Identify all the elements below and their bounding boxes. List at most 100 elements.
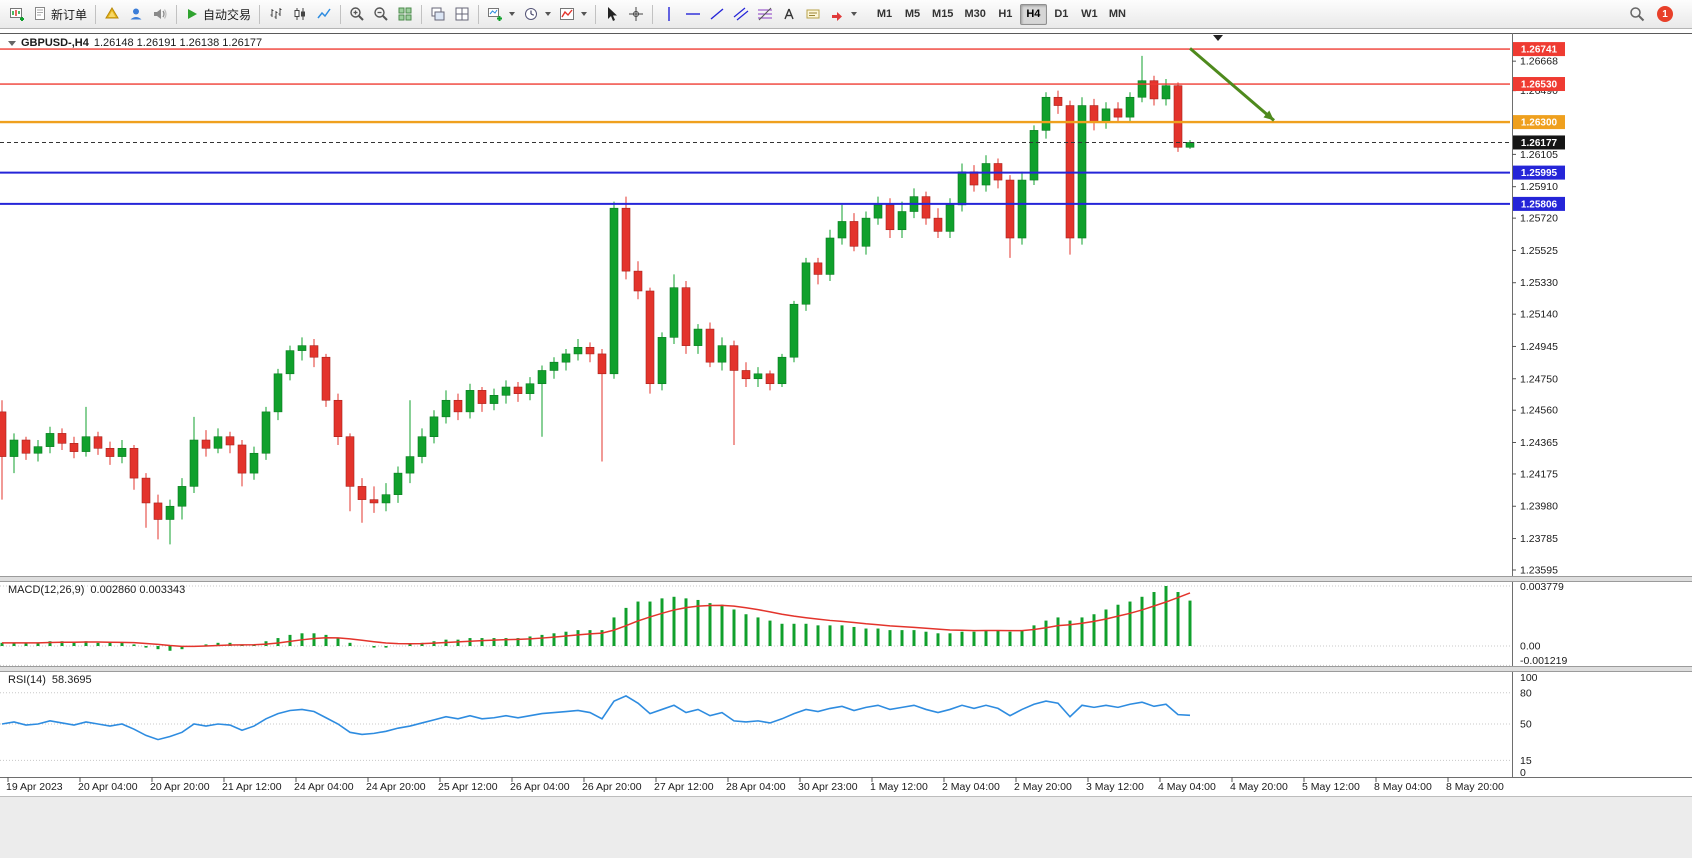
chart-background — [0, 29, 1692, 858]
tf-button-h4[interactable]: H4 — [1019, 3, 1047, 25]
svg-text:1.25140: 1.25140 — [1520, 309, 1558, 321]
svg-text:8 May 20:00: 8 May 20:00 — [1446, 781, 1504, 793]
chart-shift-marker[interactable] — [1213, 35, 1223, 41]
line-chart-button[interactable] — [312, 3, 336, 26]
arrange-windows-button[interactable] — [450, 3, 474, 26]
macd-indicator-label: MACD(12,26,9) 0.002860 0.003343 — [8, 584, 185, 596]
zoom-out-icon — [374, 7, 388, 21]
svg-text:2 May 04:00: 2 May 04:00 — [942, 781, 1000, 793]
svg-text:1.24365: 1.24365 — [1520, 437, 1558, 449]
autotrading-button[interactable]: 自动交易 — [181, 3, 255, 26]
trendline-icon — [710, 8, 724, 20]
cascade-windows-button[interactable] — [426, 3, 450, 26]
vertical-line-button[interactable] — [657, 3, 681, 26]
candlestick-chart-button[interactable] — [288, 3, 312, 26]
svg-text:20 Apr 04:00: 20 Apr 04:00 — [78, 781, 138, 793]
new-chart-icon — [10, 8, 24, 21]
shapes-dropdown[interactable] — [825, 3, 861, 26]
candlestick-chart-icon — [294, 8, 306, 20]
new-chart-dropdown[interactable] — [483, 3, 519, 26]
tile-windows-button[interactable] — [393, 3, 417, 26]
periods-dropdown[interactable] — [519, 3, 555, 26]
macd-name: MACD(12,26,9) — [8, 584, 85, 596]
cursor-icon — [608, 7, 618, 21]
svg-text:8 May 04:00: 8 May 04:00 — [1374, 781, 1432, 793]
svg-text:1.25525: 1.25525 — [1520, 245, 1558, 257]
tf-button-d1[interactable]: D1 — [1054, 8, 1069, 20]
cursor-button[interactable] — [600, 3, 624, 26]
metaeditor-icon — [105, 7, 119, 19]
new-chart-button[interactable] — [5, 3, 29, 26]
svg-text:1.26668: 1.26668 — [1520, 56, 1558, 68]
svg-text:25 Apr 12:00: 25 Apr 12:00 — [438, 781, 498, 793]
search-button[interactable] — [1625, 3, 1649, 26]
svg-text:30 Apr 23:00: 30 Apr 23:00 — [798, 781, 858, 793]
trendline-button[interactable] — [705, 3, 729, 26]
toolbar-separator — [176, 4, 178, 24]
one-click-trading-arrow[interactable] — [8, 40, 16, 46]
channel-button[interactable] — [729, 3, 753, 26]
bar-chart-button[interactable] — [264, 3, 288, 26]
trend-arrow-annotation[interactable] — [1189, 47, 1275, 122]
templates-dropdown[interactable] — [555, 3, 591, 26]
metaeditor-button[interactable] — [100, 3, 124, 26]
alerts-button[interactable] — [148, 3, 172, 26]
svg-text:1.23785: 1.23785 — [1520, 533, 1558, 545]
tf-button-m1[interactable]: M1 — [876, 8, 893, 20]
svg-text:26 Apr 20:00: 26 Apr 20:00 — [582, 781, 642, 793]
svg-text:3 May 12:00: 3 May 12:00 — [1086, 781, 1144, 793]
text-icon — [784, 8, 794, 20]
text-button[interactable] — [777, 3, 801, 26]
arrange-windows-icon — [455, 7, 469, 21]
price-level-box — [1513, 165, 1565, 180]
tf-button-m5[interactable]: M5 — [904, 8, 921, 20]
tf-button-w1[interactable]: W1 — [1081, 8, 1098, 20]
tf-button-mn[interactable]: MN — [1108, 8, 1126, 20]
clock-icon — [525, 8, 538, 20]
zoom-in-button[interactable] — [345, 3, 369, 26]
tf-button-m15[interactable]: M15 — [932, 8, 954, 20]
text-label-button[interactable] — [801, 3, 825, 26]
fibonacci-button[interactable] — [753, 3, 777, 26]
new-order-icon — [35, 7, 45, 20]
svg-text:2 May 20:00: 2 May 20:00 — [1014, 781, 1072, 793]
rsi-value: 58.3695 — [51, 674, 92, 686]
svg-text:0.003779: 0.003779 — [1520, 581, 1564, 593]
svg-text:26 Apr 04:00: 26 Apr 04:00 — [510, 781, 570, 793]
toolbar-separator — [421, 4, 423, 24]
crosshair-icon — [629, 7, 644, 21]
notification-badge[interactable]: 1 — [1657, 6, 1673, 22]
time-axis: 19 Apr 2023 20 Apr 04:00 20 Apr 20:00 21 Ap… — [0, 777, 1692, 793]
toolbar-separator — [595, 4, 597, 24]
chevron-down-icon — [545, 12, 552, 16]
toolbar-separator — [652, 4, 654, 24]
svg-text:1.25910: 1.25910 — [1520, 181, 1558, 193]
panel-separators[interactable] — [0, 576, 1692, 672]
channel-icon — [733, 7, 749, 21]
profile-button[interactable] — [124, 3, 148, 26]
tf-button-m30[interactable]: M30 — [964, 8, 986, 20]
crosshair-button[interactable] — [624, 3, 648, 26]
rsi-name: RSI(14) — [8, 674, 46, 686]
text-label-icon — [806, 9, 820, 19]
price-level-box — [1513, 115, 1565, 130]
svg-text:1.24750: 1.24750 — [1520, 373, 1558, 385]
tf-button-h1[interactable]: H1 — [998, 8, 1013, 20]
svg-text:4 May 04:00: 4 May 04:00 — [1158, 781, 1216, 793]
svg-text:1.26177: 1.26177 — [1521, 138, 1558, 149]
macd-panel: 0.003779 0.00 -0.001219 — [0, 581, 1567, 667]
autotrading-play-icon — [188, 9, 198, 19]
zoom-out-button[interactable] — [369, 3, 393, 26]
profile-icon — [130, 8, 142, 20]
new-order-button[interactable]: 新订单 — [29, 3, 91, 26]
horizontal-line-button[interactable] — [681, 3, 705, 26]
hlines-layer[interactable]: 1.26741 1.26530 1.26300 1.25995 1.25806 — [0, 42, 1565, 211]
svg-text:100: 100 — [1520, 672, 1538, 684]
svg-text:1.25330: 1.25330 — [1520, 277, 1558, 289]
cascade-windows-icon — [431, 7, 445, 21]
toolbar-separator — [340, 4, 342, 24]
vertical-line-icon — [668, 7, 670, 21]
toolbar-separator — [95, 4, 97, 24]
